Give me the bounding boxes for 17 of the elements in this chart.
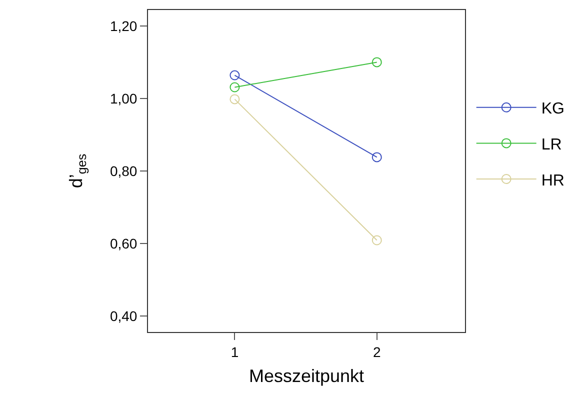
x-tick-label: 2 (372, 344, 381, 360)
y-tick-label: 0,40 (110, 308, 138, 324)
y-tick-label: 1,00 (110, 90, 138, 106)
point (230, 70, 240, 80)
point (372, 152, 382, 162)
point (372, 57, 382, 68)
point (230, 82, 240, 92)
x-tick-label: 1 (230, 344, 239, 360)
x-axis-title: Messzeitpunkt (248, 366, 364, 386)
legend-label: KG (541, 100, 564, 118)
legend-label: HR (541, 172, 564, 190)
y-tick-label: 1,20 (110, 18, 138, 34)
point (372, 235, 382, 246)
y-tick-label: 0,80 (110, 162, 138, 179)
legend-label: LR (541, 136, 562, 154)
y-tick-label: 0,60 (110, 235, 138, 252)
point (230, 94, 240, 104)
